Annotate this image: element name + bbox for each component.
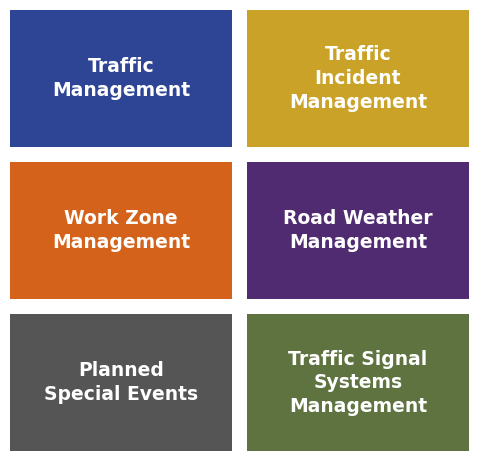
Text: Work Zone
Management: Work Zone Management — [52, 209, 190, 252]
FancyBboxPatch shape — [247, 314, 469, 451]
Text: Traffic
Incident
Management: Traffic Incident Management — [289, 46, 427, 112]
Text: Traffic Signal
Systems
Management: Traffic Signal Systems Management — [288, 349, 428, 415]
Text: Traffic
Management: Traffic Management — [52, 57, 190, 100]
Text: Road Weather
Management: Road Weather Management — [283, 209, 433, 252]
FancyBboxPatch shape — [10, 162, 232, 299]
FancyBboxPatch shape — [10, 10, 232, 147]
FancyBboxPatch shape — [10, 314, 232, 451]
FancyBboxPatch shape — [247, 10, 469, 147]
FancyBboxPatch shape — [247, 162, 469, 299]
Text: Planned
Special Events: Planned Special Events — [44, 361, 198, 404]
